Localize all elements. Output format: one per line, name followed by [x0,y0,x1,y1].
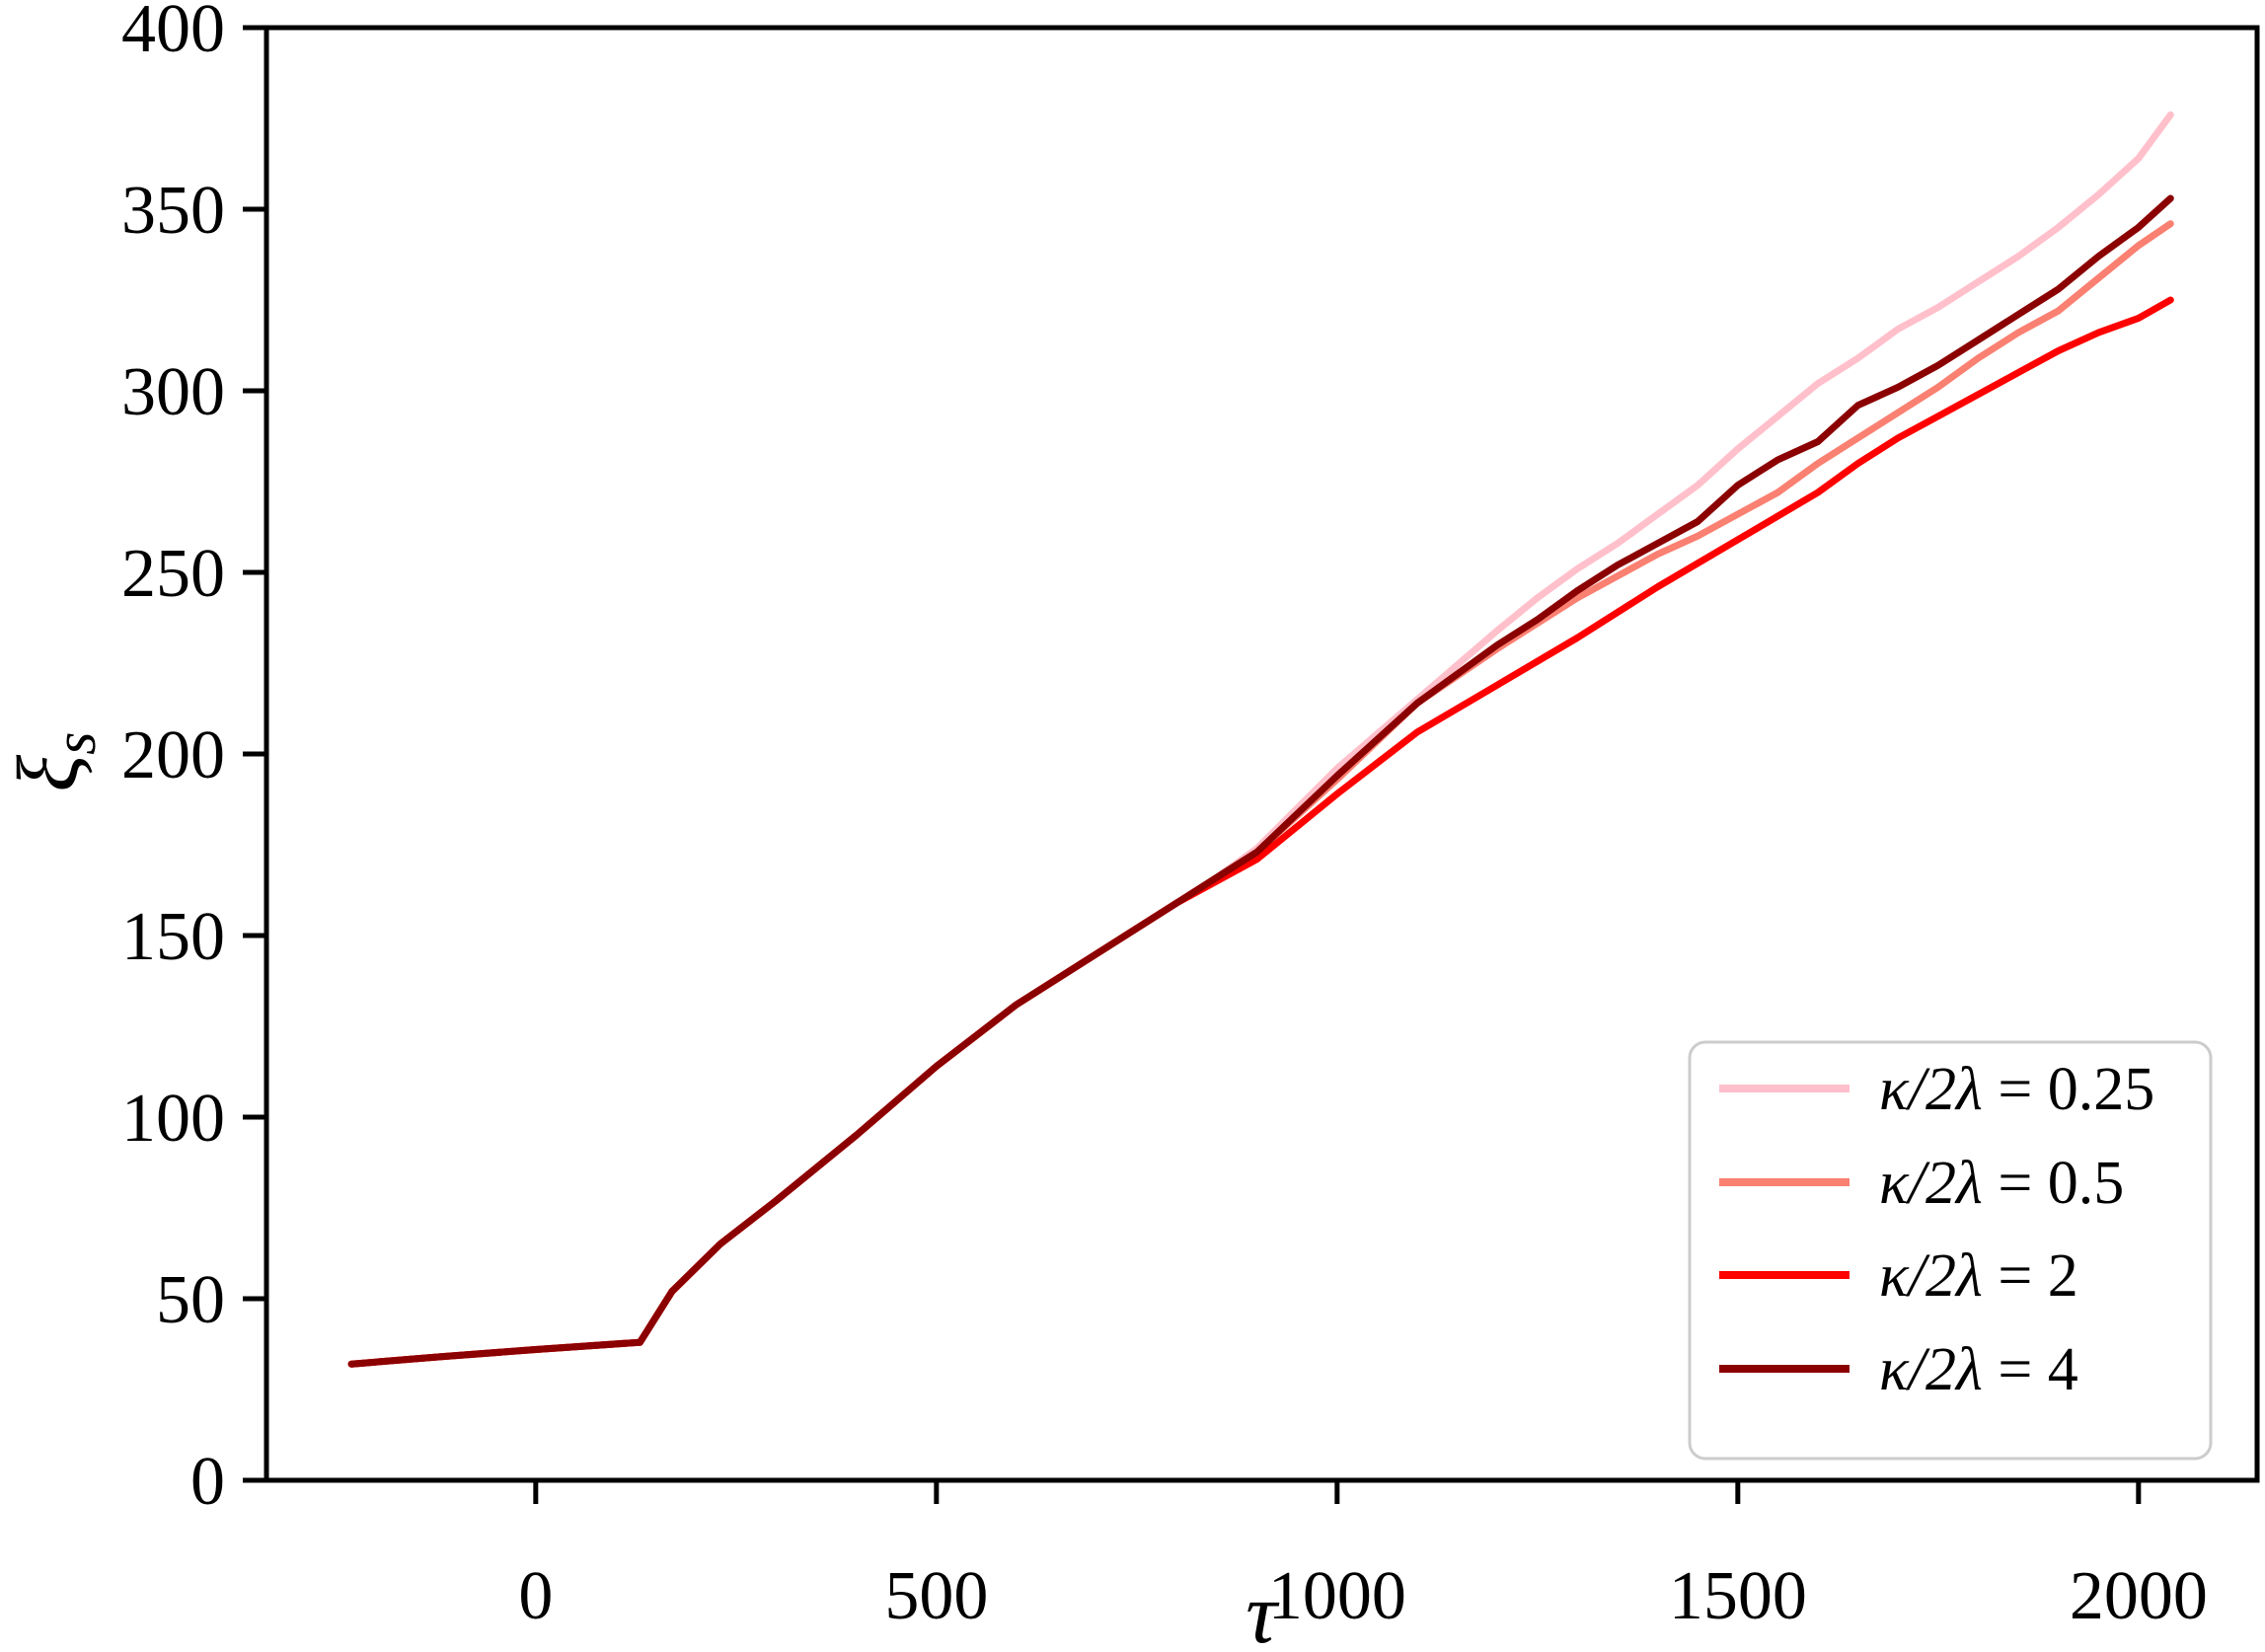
legend-label-math: κ/2λ [1879,1242,1983,1310]
y-axis-label-base: ξ [1,755,97,792]
y-tick-label: 400 [121,0,225,67]
legend-label-math: κ/2λ [1879,1150,1983,1217]
y-tick-label: 300 [121,354,225,430]
y-tick-label: 0 [190,1444,225,1520]
plot-area-border [264,25,2260,1483]
legend-label-2: κ/2λ = 0.5 [1879,1150,2124,1217]
y-tick-label: 250 [121,536,225,612]
y-axis-label-subscript: s [42,731,108,754]
legend-label-1: κ/2λ = 0.25 [1879,1056,2154,1123]
y-tick-label: 200 [121,717,225,793]
y-tick-label: 100 [121,1081,225,1157]
legend-label-value: = 4 [1983,1336,2078,1403]
legend-label-math: κ/2λ [1879,1056,1983,1123]
y-tick-label: 50 [156,1262,225,1338]
legend-label-3: κ/2λ = 2 [1879,1242,2078,1310]
y-axis-label: ξs [1,731,108,791]
legend-label-value: = 0.5 [1983,1150,2124,1217]
legend-label-value: = 0.25 [1983,1056,2154,1123]
x-tick-label: 1500 [1669,1558,1807,1634]
legend-label-value: = 2 [1983,1242,2078,1310]
series-lines [347,111,2174,1368]
x-tick-label: 1000 [1268,1558,1406,1634]
x-tick-label: 500 [884,1558,988,1634]
series-line-4 [347,194,2174,1368]
axis-ticks: 0 500 1000 1500 2000 0 50 100 150 200 250 300 350 400 [121,0,2208,1634]
legend-label-4: κ/2λ = 4 [1879,1336,2078,1403]
legend-label-math: κ/2λ [1879,1336,1983,1403]
legend-box [1688,1040,2213,1461]
legend: κ/2λ = 0.25κ/2λ = 0.5κ/2λ = 2κ/2λ = 4 [1688,1040,2213,1461]
y-tick-label: 150 [121,899,225,975]
y-tick-label: 350 [121,173,225,249]
x-tick-label: 0 [518,1558,553,1634]
x-axis-label: τ [1246,1566,1280,1652]
x-tick-label: 2000 [2070,1558,2208,1634]
